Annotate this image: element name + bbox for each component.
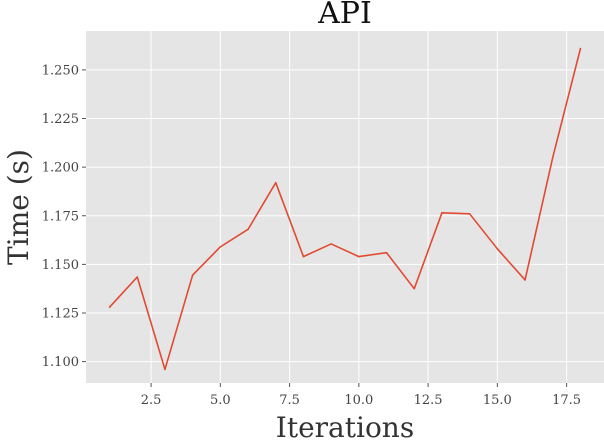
chart-title: API	[317, 0, 372, 31]
data-point	[274, 181, 277, 184]
data-point	[330, 243, 332, 245]
data-point	[524, 279, 526, 281]
y-tick-label: 1.250	[42, 63, 79, 78]
data-point	[247, 228, 249, 231]
data-point	[385, 251, 388, 254]
data-point	[551, 156, 554, 159]
series-layer	[108, 47, 582, 371]
data-point	[441, 212, 443, 214]
x-tick-label: 2.5	[141, 393, 162, 408]
data-point	[302, 255, 305, 258]
data-point	[468, 213, 471, 215]
data-point	[579, 47, 582, 50]
data-point	[219, 246, 222, 248]
y-axis-label: Time (s)	[2, 149, 35, 265]
data-point	[191, 274, 194, 276]
ticks: 2.5 5.0 7.5 10.0 12.5 15.0 17.5 1.100 1.125 1.150…	[42, 63, 581, 408]
data-point	[358, 255, 360, 258]
y-tick-label: 1.225	[42, 112, 79, 127]
grid	[86, 31, 604, 383]
y-tick-label: 1.150	[42, 258, 79, 273]
x-tick-label: 12.5	[414, 393, 443, 408]
data-point	[496, 248, 499, 250]
data-point	[164, 368, 166, 371]
data-point	[108, 306, 111, 308]
y-tick-label: 1.125	[42, 306, 79, 321]
series-line	[108, 48, 582, 371]
x-tick-label: 15.0	[483, 393, 512, 408]
data-point	[413, 287, 416, 290]
y-tick-label: 1.175	[42, 209, 79, 224]
plot-area	[86, 31, 604, 383]
x-axis-label: Iterations	[276, 411, 414, 444]
x-tick-label: 10.0	[344, 393, 373, 408]
x-tick-label: 17.5	[552, 393, 581, 408]
y-tick-label: 1.200	[42, 161, 79, 176]
x-tick-label: 7.5	[279, 393, 300, 408]
data-point	[136, 276, 139, 278]
x-tick-label: 5.0	[210, 393, 231, 408]
y-tick-label: 1.100	[42, 355, 79, 370]
